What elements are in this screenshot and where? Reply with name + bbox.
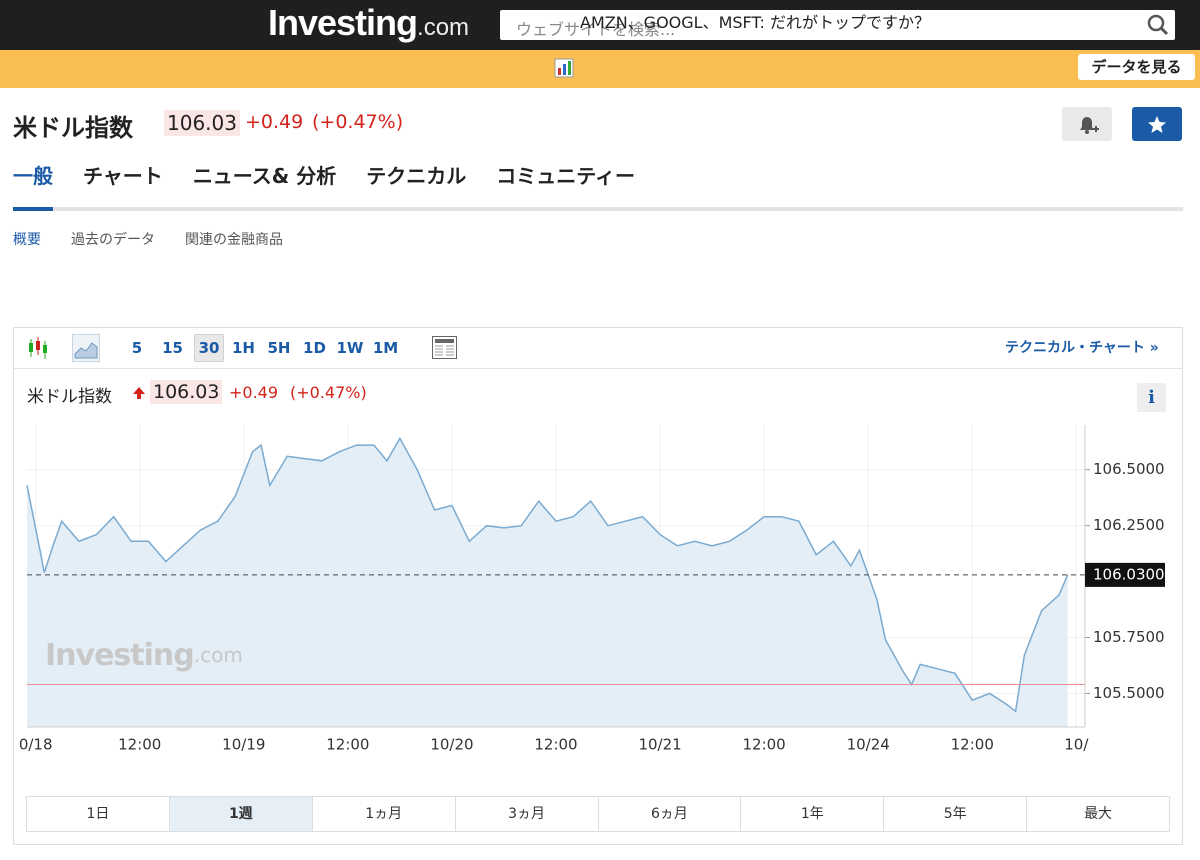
price-line [26,436,1069,713]
y-tick-label: 106.5000 [1093,460,1165,478]
up-arrow [133,387,145,399]
tab-rule [13,207,1183,211]
info-button[interactable]: i [1137,383,1166,412]
logo[interactable]: Investing.com [268,2,469,44]
watermark-text: Investing [45,638,194,673]
chart-toolbar: 5 15 30 1H 5H 1D 1W 1M [14,328,1182,369]
area-icon[interactable] [72,334,100,362]
interval-button[interactable]: 1W [336,339,364,357]
watermark: Investing.com [45,638,243,673]
y-tick-label: 106.2500 [1093,516,1165,534]
x-tick-label: 10/21 [638,736,681,754]
logo-suffix: .com [417,14,470,41]
bell-icon [1080,117,1099,134]
chart-panel [13,327,1183,845]
x-tick-label: 10/19 [222,736,265,754]
range-button[interactable]: 3ヵ月 [454,797,598,831]
last-price-box [1085,562,1165,587]
interval-button[interactable]: 15 [162,339,183,357]
range-button[interactable]: 1週 [168,797,312,831]
x-tick-label: 10/ [1064,736,1089,754]
tab[interactable]: 一般 [13,160,53,211]
search-placeholder: ウェブサイトを検索... [516,20,676,39]
chart-title: 米ドル指数 [27,387,112,407]
quote-change-pct: (+0.47%) [312,111,404,133]
x-tick-label: 12:00 [951,736,994,754]
banner-button[interactable]: データを見る [1078,54,1195,80]
tab[interactable]: テクニカル [366,164,467,188]
interval-button[interactable]: 5 [131,339,143,357]
tab[interactable]: コミュニティー [496,164,636,188]
interval-button[interactable]: 1M [372,339,399,357]
watchlist-button[interactable] [1132,107,1182,141]
range-button[interactable]: 最大 [1026,797,1169,831]
interval-button[interactable]: 5H [267,339,291,357]
subtabs: 概要 過去のデータ 関連の金融商品 [13,229,283,249]
price-chart: 0/18 12:00 10/19 12:00 10/20 12:00 10/21 12:00 1… [19,425,1165,754]
subtab[interactable]: 過去のデータ [71,232,155,248]
technical-chart-link[interactable]: テクニカル・チャート » [1005,340,1159,356]
x-tick-label: 10/20 [430,736,473,754]
interval-button[interactable]: 1H [232,339,255,357]
search-box[interactable]: ウェブサイトを検索... [500,10,1175,40]
alert-button[interactable] [1062,107,1112,141]
range-button[interactable]: 5年 [883,797,1026,831]
range-button[interactable]: 1年 [740,797,883,831]
range-button[interactable]: 1日 [86,806,110,822]
range-button[interactable]: 1ヵ月 [311,797,455,831]
instrument-name: 米ドル指数 [13,114,133,142]
quote-price: 106.03 [164,110,240,136]
range-button[interactable]: 6ヵ月 [597,797,741,831]
chart-change: +0.49 [229,383,279,402]
quote-change: +0.49 [245,111,304,133]
x-tick-label: 12:00 [326,736,369,754]
chart-emoji [554,58,574,78]
banner-text[interactable]: AMZN、GOOGL、MSFT: だれがトップですか？ [580,13,930,32]
logo-text: Investing [268,2,418,43]
x-tick-label: 0/18 [19,736,53,754]
x-tick-label: 12:00 [534,736,577,754]
y-tick-label: 105.7500 [1093,628,1165,646]
x-tick-label: 10/24 [847,736,890,754]
subtab[interactable]: 関連の金融商品 [185,232,283,248]
interval-button[interactable]: 1D [303,339,326,357]
x-tick-label: 12:00 [118,736,161,754]
subtab[interactable]: 概要 [13,232,41,248]
last-price-label: 106.0300 [1093,565,1165,583]
candle-icon[interactable] [25,335,51,361]
layout-icon[interactable] [431,334,459,362]
range-selector: 1日 1週 1ヵ月 3ヵ月 6ヵ月 1年 5年 最大 [26,796,1170,832]
tab[interactable]: チャート [83,164,163,188]
tabs: 一般 チャート ニュース& 分析 テクニカル コミュニティー [13,160,635,211]
chart-change-pct: (+0.47%) [290,383,367,402]
star-icon [1148,116,1166,133]
chart-price: 106.03 [150,380,223,404]
price-area [27,438,1068,727]
y-tick-label: 105.5000 [1093,684,1165,702]
tab[interactable]: ニュース& 分析 [192,164,337,188]
search-icon[interactable] [1147,14,1169,36]
x-tick-label: 12:00 [743,736,786,754]
promo-banner [0,50,1200,88]
watermark-suffix: .com [194,643,243,667]
interval-button[interactable]: 30 [194,334,224,362]
